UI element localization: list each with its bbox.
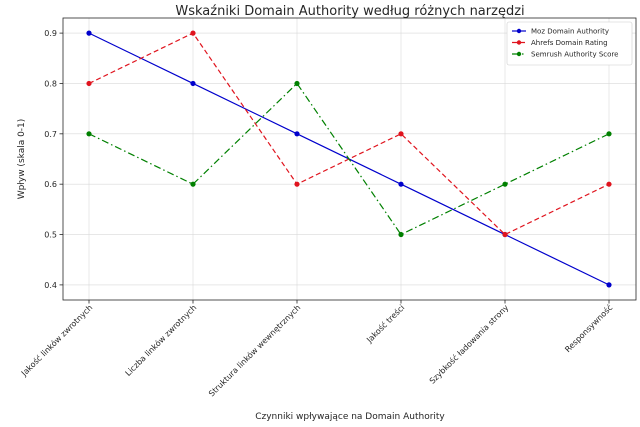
x-tick-label: Szybkość ładowania strony (427, 302, 511, 386)
data-point (398, 181, 404, 187)
data-point (294, 80, 300, 87)
x-tick-label: Jakość linków zwrotnych (18, 302, 94, 378)
data-point (294, 181, 300, 187)
legend: Moz Domain Authority Ahrefs Domain Rating… (506, 21, 633, 66)
y-tick-label: 0.5 (44, 231, 57, 240)
data-point (502, 231, 508, 238)
data-point (502, 181, 508, 187)
data-point (86, 80, 92, 87)
x-tick-label: Liczba linków zwrotnych (123, 302, 199, 378)
y-tick-label: 0.8 (44, 79, 57, 88)
data-point (606, 181, 612, 187)
legend-box (506, 21, 633, 66)
chart-title: Wskaźniki Domain Authority według różnyc… (175, 4, 524, 19)
x-tick-label: Jakość treści (364, 302, 407, 345)
x-axis-ticks: Jakość linków zwrotnych Liczba linków zwr… (18, 300, 614, 398)
legend-swatch-marker (516, 40, 522, 45)
data-point (294, 131, 300, 137)
data-point (190, 30, 196, 36)
data-point (190, 80, 196, 87)
series-semrush-authority-score (86, 80, 612, 238)
y-axis-label: Wpływ (skala 0-1) (17, 119, 27, 200)
series-line (88, 82, 610, 236)
y-tick-label: 0.6 (44, 180, 57, 189)
data-point (86, 131, 92, 137)
legend-swatch-marker (516, 28, 522, 34)
y-tick-label: 0.7 (44, 130, 57, 139)
legend-swatch-marker (516, 51, 522, 57)
legend-entry-label: Semrush Authority Score (531, 51, 618, 59)
series-lines (86, 30, 612, 288)
y-tick-label: 0.9 (44, 29, 57, 38)
legend-entry-label: Moz Domain Authority (531, 28, 609, 36)
y-axis-ticks: 0.4 0.5 0.6 0.7 0.8 0.9 (44, 29, 63, 290)
plot-frame (62, 17, 637, 301)
x-axis-label: Czynniki wpływające na Domain Authority (255, 412, 445, 422)
x-tick-label: Struktura linków wewnętrznych (206, 302, 302, 398)
data-point (606, 282, 612, 288)
data-point (606, 131, 612, 137)
data-point (86, 30, 92, 36)
data-point (398, 231, 404, 238)
y-tick-label: 0.4 (44, 281, 57, 290)
data-point (398, 131, 404, 137)
x-tick-label: Responsywność (563, 302, 615, 354)
data-point (190, 181, 196, 187)
legend-entry-label: Ahrefs Domain Rating (531, 39, 608, 47)
